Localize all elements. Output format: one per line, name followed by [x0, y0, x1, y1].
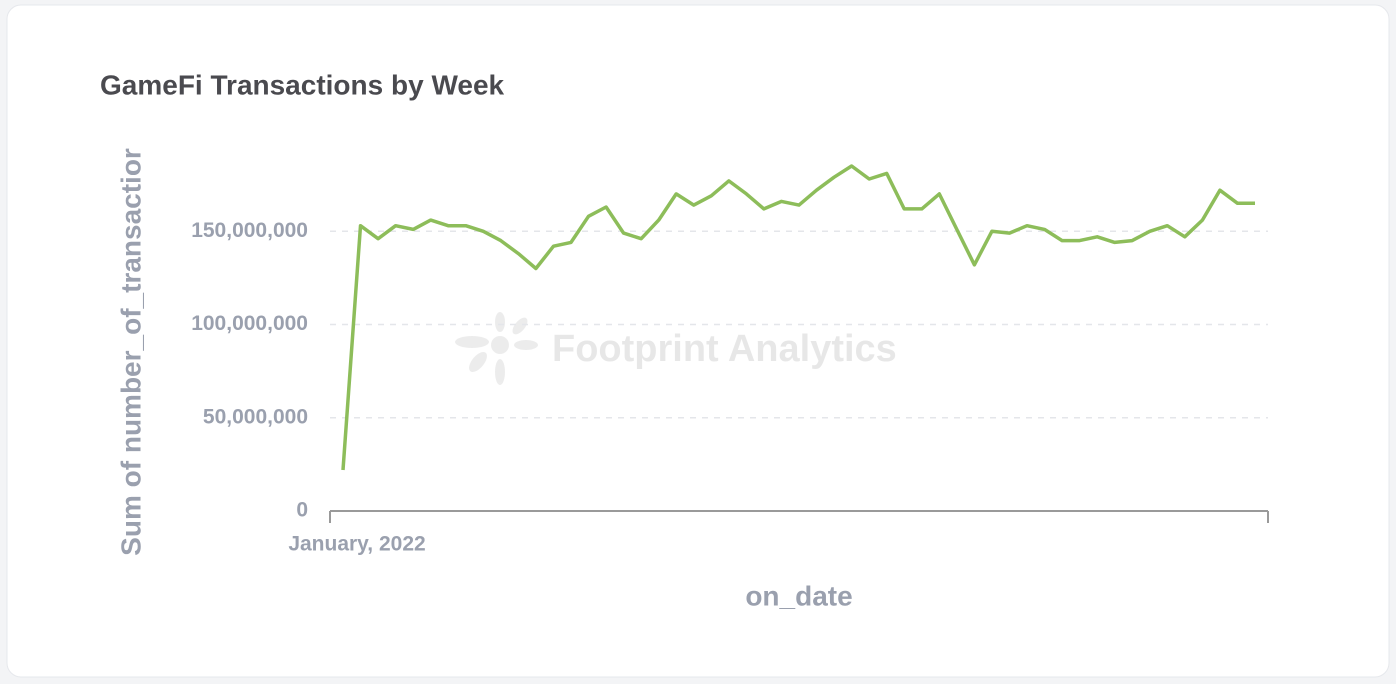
y-tick-label: 50,000,000	[203, 405, 308, 428]
data-line	[341, 164, 1255, 471]
card	[6, 4, 1390, 678]
watermark-icon	[455, 312, 538, 385]
x-tick-label: January, 2022	[288, 533, 425, 556]
y-tick-label: 150,000,000	[191, 219, 308, 242]
y-tick-label: 0	[296, 499, 308, 522]
x-axis-title: on_date	[745, 580, 852, 611]
y-tick-label: 100,000,000	[191, 312, 308, 335]
y-axis-title: Sum of number_of_transactior	[115, 148, 146, 556]
chart-title: GameFi Transactions by Week	[100, 69, 505, 100]
watermark: Footprint Analytics	[552, 328, 897, 370]
